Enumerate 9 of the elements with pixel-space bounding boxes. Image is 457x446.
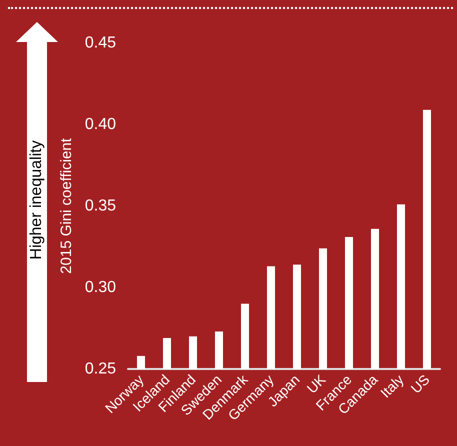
y-tick-label: 0.25 — [84, 360, 116, 378]
y-tick-label: 0.45 — [84, 34, 116, 52]
y-tick-label: 0.30 — [84, 279, 116, 296]
x-tick-label: Italy — [377, 371, 407, 401]
y-tick-label: 0.40 — [84, 116, 116, 133]
y-tick-label: 0.35 — [84, 198, 116, 214]
x-tick-label: US — [408, 371, 433, 396]
text: Higher inequality — [28, 140, 46, 260]
y-axis-title: 2015 Gini coefficient — [58, 137, 75, 274]
